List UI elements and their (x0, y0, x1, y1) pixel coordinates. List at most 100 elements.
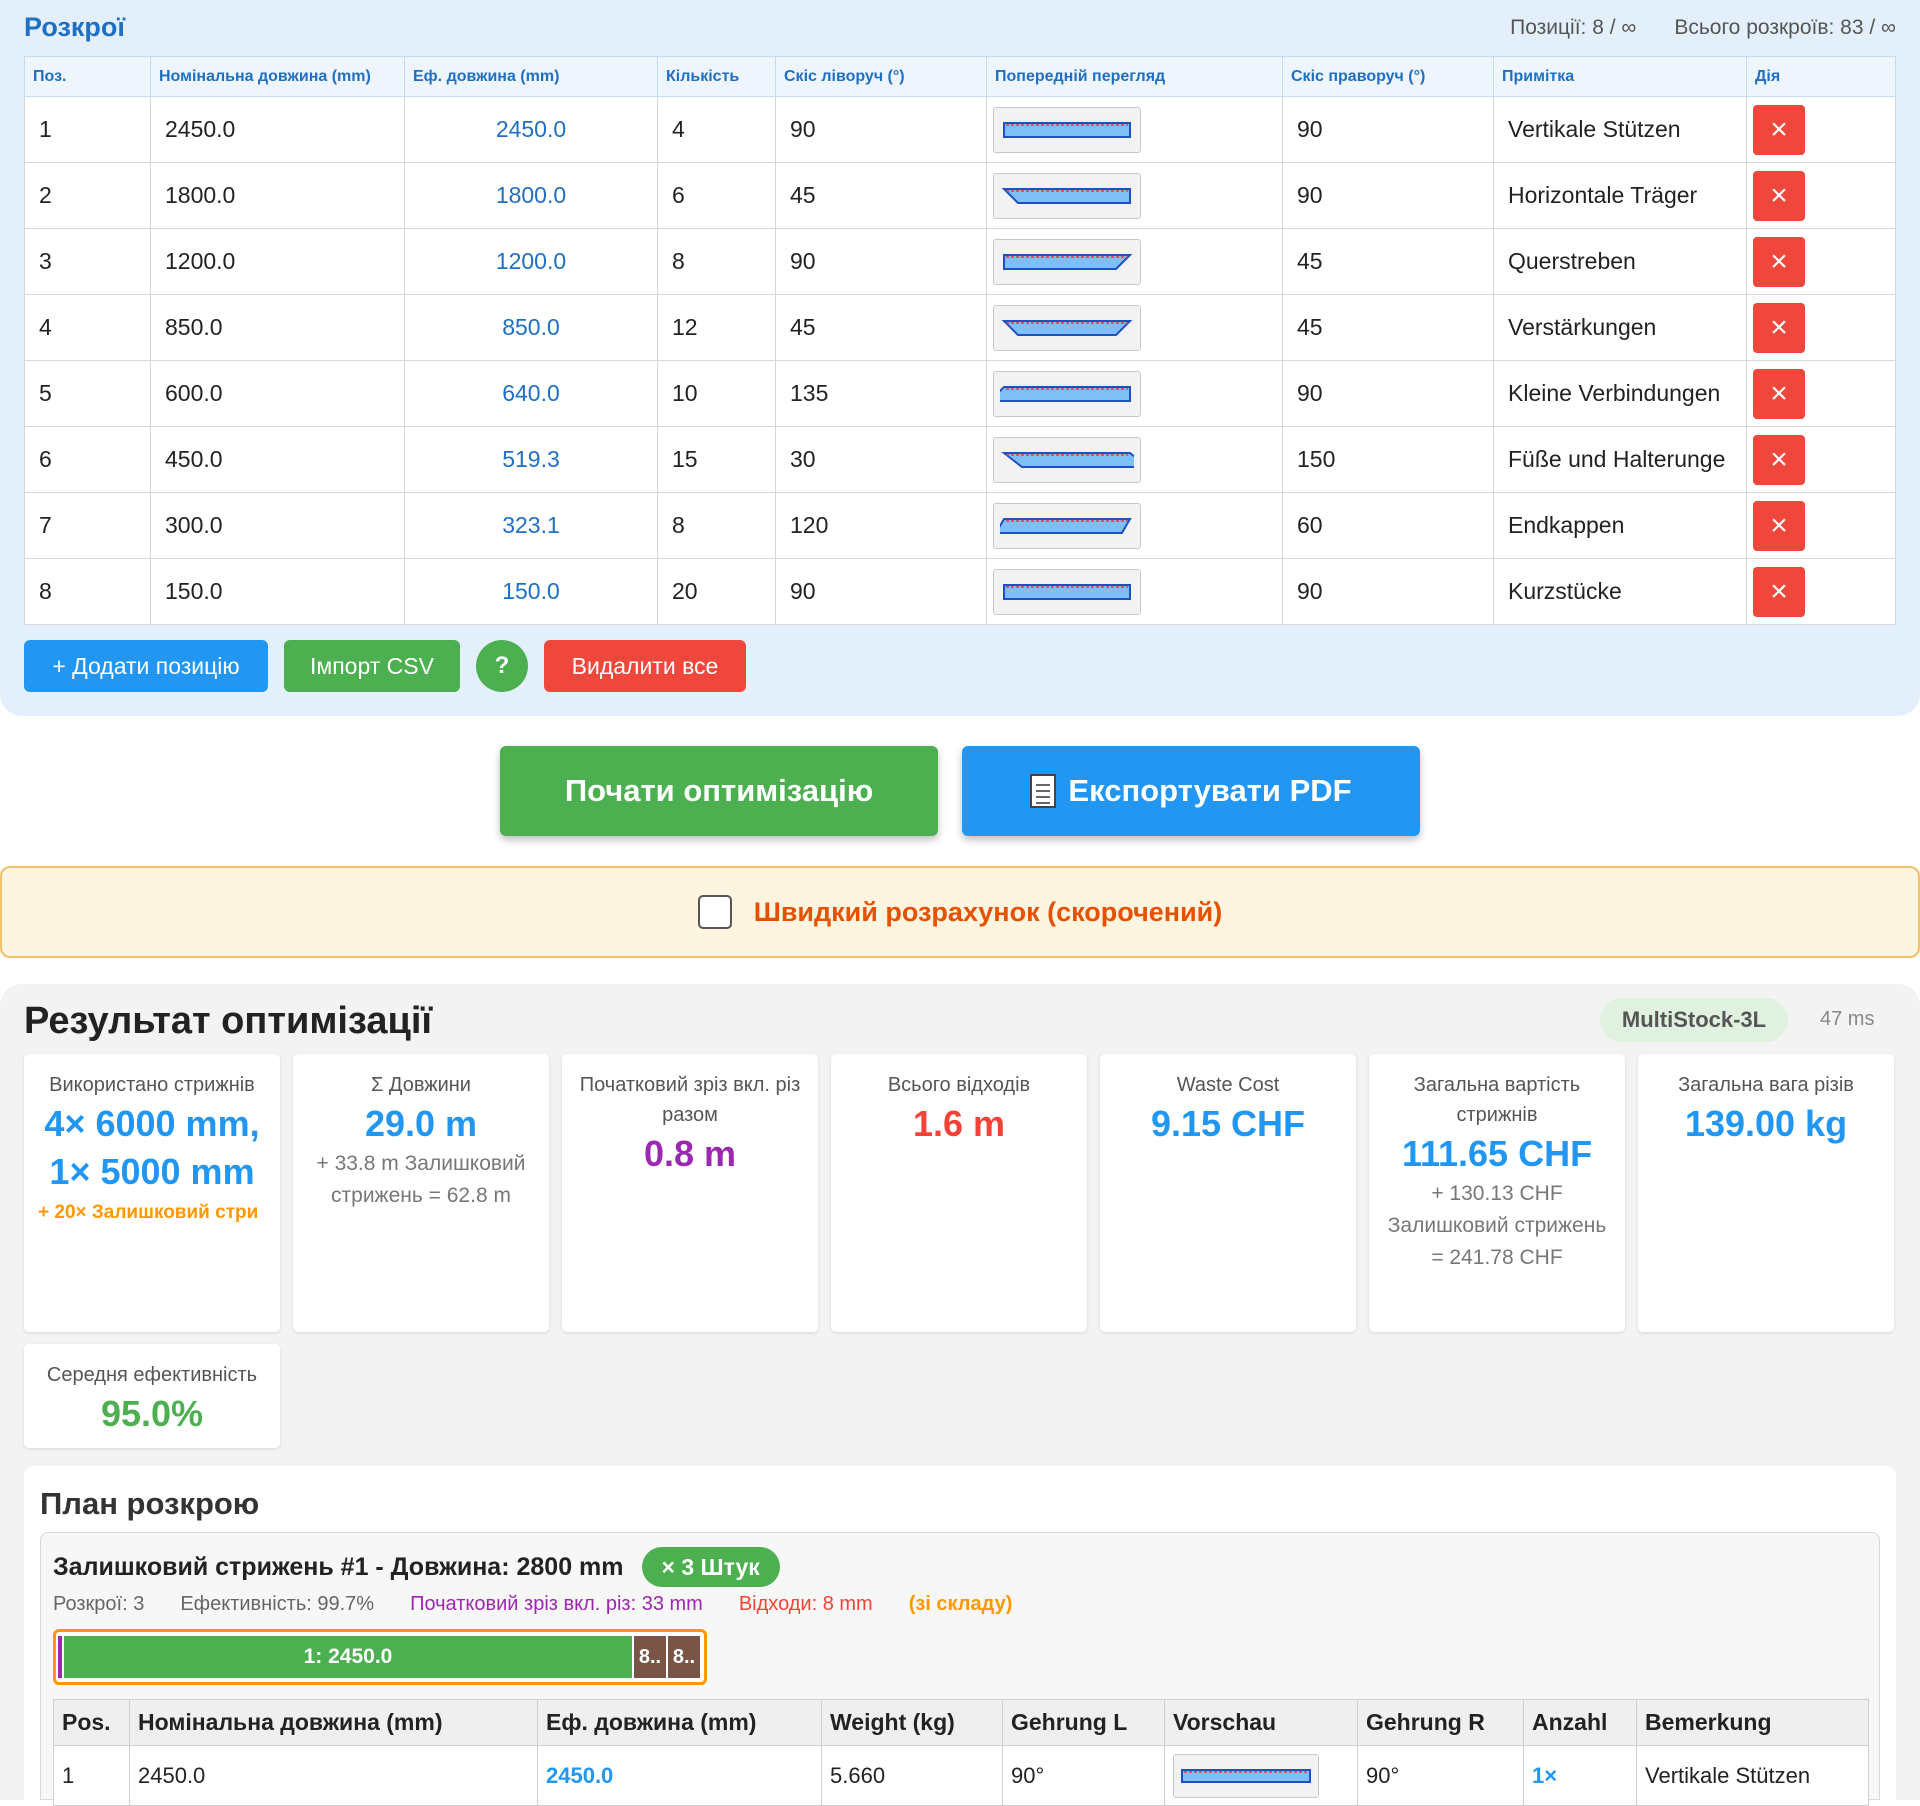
cell-angle-left[interactable]: 90 (775, 228, 987, 295)
delete-row-button[interactable]: × (1753, 104, 1805, 155)
stat-sub: + 130.13 CHF Залишковий стрижень = 241.7… (1387, 1182, 1607, 1269)
export-pdf-button[interactable]: Експортувати PDF (962, 746, 1420, 836)
close-icon: × (1770, 112, 1788, 146)
plan-col-pos: Pos. (53, 1699, 130, 1746)
piece-shape-icon (1000, 517, 1132, 534)
cell-note[interactable]: Kleine Verbindungen (1493, 360, 1747, 427)
cell-effective: 1800.0 (404, 162, 658, 229)
delete-row-button[interactable]: × (1753, 302, 1805, 353)
cell-preview (986, 360, 1283, 427)
plan-row: 1 2450.0 2450.0 5.660 90° 90° (53, 1745, 1869, 1806)
cell-qty[interactable]: 10 (657, 360, 776, 427)
col-pos: Поз. (24, 56, 151, 97)
cell-angle-left[interactable]: 45 (775, 294, 987, 361)
cell-preview (986, 492, 1283, 559)
cuts-panel: Розкрої Позиції: 8 / ∞ Всього розкроїв: … (0, 0, 1920, 716)
bar-trim-segment (58, 1636, 62, 1678)
stat-value-line2: 1× 5000 mm (49, 1151, 255, 1192)
cell-effective: 640.0 (404, 360, 658, 427)
cell-angle-right[interactable]: 90 (1282, 360, 1494, 427)
bar-waste-segment: 8.. (634, 1636, 666, 1678)
plan-cell-note: Vertikale Stützen (1636, 1745, 1869, 1806)
delete-row-button[interactable]: × (1753, 434, 1805, 485)
start-optimization-button[interactable]: Почати оптимізацію (500, 746, 938, 836)
cell-nominal[interactable]: 850.0 (150, 294, 405, 361)
piece-shape-icon (1003, 121, 1131, 138)
piece-preview (993, 568, 1141, 615)
delete-row-button[interactable]: × (1753, 236, 1805, 287)
quick-calc-box: Швидкий розрахунок (скорочений) (0, 866, 1920, 958)
cut-row: 8 150.0 150.0 20 90 90 Kurzstücke × (24, 558, 1896, 625)
stat-remnant-extra: + 20× Залишковий стри (38, 1202, 259, 1223)
add-position-button[interactable]: + Додати позицію (24, 640, 268, 692)
cell-angle-right[interactable]: 90 (1282, 162, 1494, 229)
cell-nominal[interactable]: 1800.0 (150, 162, 405, 229)
cell-qty[interactable]: 6 (657, 162, 776, 229)
col-note: Примітка (1493, 56, 1747, 97)
cuts-header-row: Поз. Номінальна довжина (mm) Еф. довжина… (24, 56, 1896, 97)
cell-nominal[interactable]: 300.0 (150, 492, 405, 559)
cell-angle-left[interactable]: 45 (775, 162, 987, 229)
delete-row-button[interactable]: × (1753, 566, 1805, 617)
cell-note[interactable]: Kurzstücke (1493, 558, 1747, 625)
cell-pos: 7 (24, 492, 151, 559)
compute-time: 47 ms (1820, 1008, 1875, 1030)
bar-waste-segment: 8.. (668, 1636, 700, 1678)
stat-total-cost: Загальна вартість стрижнів 111.65 CHF + … (1369, 1054, 1625, 1332)
cell-angle-left[interactable]: 90 (775, 96, 987, 163)
import-csv-button[interactable]: Імпорт CSV (284, 640, 460, 692)
stat-trim: Початковий зріз вкл. різ разом 0.8 m (562, 1054, 818, 1332)
cell-angle-left[interactable]: 30 (775, 426, 987, 493)
cell-qty[interactable]: 4 (657, 96, 776, 163)
cell-action: × (1746, 492, 1896, 559)
cell-nominal[interactable]: 150.0 (150, 558, 405, 625)
col-action: Дія (1746, 56, 1896, 97)
cell-nominal[interactable]: 2450.0 (150, 96, 405, 163)
quantity-badge: × 3 Штук (641, 1547, 780, 1587)
cell-nominal[interactable]: 600.0 (150, 360, 405, 427)
cut-row: 7 300.0 323.1 8 120 60 Endkappen × (24, 492, 1896, 559)
col-qty: Кількість (657, 56, 776, 97)
delete-row-button[interactable]: × (1753, 368, 1805, 419)
cell-note[interactable]: Verstärkungen (1493, 294, 1747, 361)
cuts-button-row: + Додати позицію Імпорт CSV ? Видалити в… (24, 640, 746, 692)
cut-row: 1 2450.0 2450.0 4 90 90 Vertikale Stützen × (24, 96, 1896, 163)
cell-nominal[interactable]: 1200.0 (150, 228, 405, 295)
cell-qty[interactable]: 12 (657, 294, 776, 361)
cell-qty[interactable]: 8 (657, 492, 776, 559)
delete-all-button[interactable]: Видалити все (544, 640, 746, 692)
cell-pos: 5 (24, 360, 151, 427)
cell-note[interactable]: Füße und Halterunge (1493, 426, 1747, 493)
cell-angle-left[interactable]: 120 (775, 492, 987, 559)
quick-calc-checkbox[interactable] (697, 895, 732, 929)
quick-calc-label[interactable]: Швидкий розрахунок (скорочений) (753, 896, 1223, 927)
cell-note[interactable]: Horizontale Träger (1493, 162, 1747, 229)
cell-angle-right[interactable]: 150 (1282, 426, 1494, 493)
cell-angle-left[interactable]: 135 (775, 360, 987, 427)
cell-note[interactable]: Vertikale Stützen (1493, 96, 1747, 163)
cell-angle-left[interactable]: 90 (775, 558, 987, 625)
cell-note[interactable]: Endkappen (1493, 492, 1747, 559)
plan-table: Pos. Номінальна довжина (mm) Еф. довжина… (53, 1699, 1869, 1806)
cell-preview (986, 228, 1283, 295)
cell-angle-right[interactable]: 60 (1282, 492, 1494, 559)
cell-action: × (1746, 426, 1896, 493)
cell-note[interactable]: Querstreben (1493, 228, 1747, 295)
cell-angle-right[interactable]: 90 (1282, 558, 1494, 625)
cell-qty[interactable]: 8 (657, 228, 776, 295)
cell-nominal[interactable]: 450.0 (150, 426, 405, 493)
delete-row-button[interactable]: × (1753, 170, 1805, 221)
cell-qty[interactable]: 15 (657, 426, 776, 493)
delete-row-button[interactable]: × (1753, 500, 1805, 551)
export-pdf-label: Експортувати PDF (1068, 773, 1352, 808)
bar-piece-segment[interactable]: 1: 2450.0 (64, 1636, 632, 1678)
plan-cell-nominal: 2450.0 (129, 1745, 538, 1806)
help-button[interactable]: ? (476, 640, 528, 692)
cell-pos: 4 (24, 294, 151, 361)
cell-angle-right[interactable]: 45 (1282, 294, 1494, 361)
cell-angle-right[interactable]: 45 (1282, 228, 1494, 295)
cell-preview (986, 162, 1283, 229)
cell-qty[interactable]: 20 (657, 558, 776, 625)
cell-angle-right[interactable]: 90 (1282, 96, 1494, 163)
plan-col-note: Bemerkung (1636, 1699, 1869, 1746)
